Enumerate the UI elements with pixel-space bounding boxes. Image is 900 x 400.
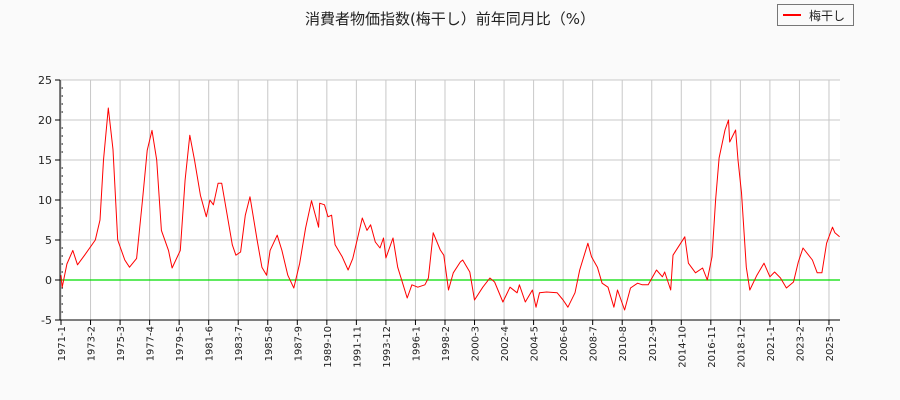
x-tick-label: 2021-1	[766, 326, 777, 361]
x-tick-label: 1985-8	[264, 326, 275, 361]
legend: 梅干し	[777, 4, 854, 26]
x-tick-label: 2008-7	[589, 326, 600, 361]
y-tick-label: 20	[38, 114, 52, 127]
x-tick-label: 1987-9	[293, 326, 304, 361]
x-tick-label: 1998-2	[441, 326, 452, 361]
y-tick-label: -5	[41, 314, 52, 327]
y-tick-label: 15	[38, 154, 52, 167]
y-tick-label: 5	[45, 234, 52, 247]
x-tick-label: 2010-8	[618, 326, 629, 361]
x-tick-label: 1993-12	[382, 326, 393, 368]
x-tick-label: 1981-6	[205, 326, 216, 361]
legend-label: 梅干し	[809, 8, 846, 23]
series-line	[60, 107, 840, 311]
x-tick-label: 1973-2	[87, 326, 98, 361]
x-tick-label: 1989-10	[323, 326, 334, 368]
x-tick-label: 2012-9	[648, 326, 659, 361]
x-tick-label: 1983-7	[234, 326, 245, 361]
y-tick-label: 10	[38, 194, 52, 207]
x-tick-label: 2014-10	[677, 326, 688, 368]
x-tick-label: 2023-2	[795, 326, 806, 361]
x-tick-label: 1971-1	[57, 326, 68, 361]
x-tick-label: 2018-12	[736, 326, 747, 368]
x-tick-label: 1975-3	[116, 326, 127, 361]
x-tick-label: 2016-11	[707, 326, 718, 368]
x-tick-label: 2006-6	[559, 326, 570, 361]
chart-title: 消費者物価指数(梅干し）前年同月比（%）	[304, 10, 596, 28]
y-tick-label: 25	[38, 74, 52, 87]
x-tick-label: 1977-4	[146, 326, 157, 361]
x-tick-label: 1991-11	[352, 326, 363, 368]
x-tick-label: 2002-4	[500, 326, 511, 361]
x-tick-label: 2025-3	[825, 326, 836, 361]
x-tick-label: 2000-3	[471, 326, 482, 361]
legend-swatch	[783, 14, 801, 16]
x-tick-label: 1996-1	[411, 326, 422, 361]
x-tick-label: 1979-5	[175, 326, 186, 361]
x-tick-label: 2004-5	[530, 326, 541, 361]
y-tick-label: 0	[45, 274, 52, 287]
